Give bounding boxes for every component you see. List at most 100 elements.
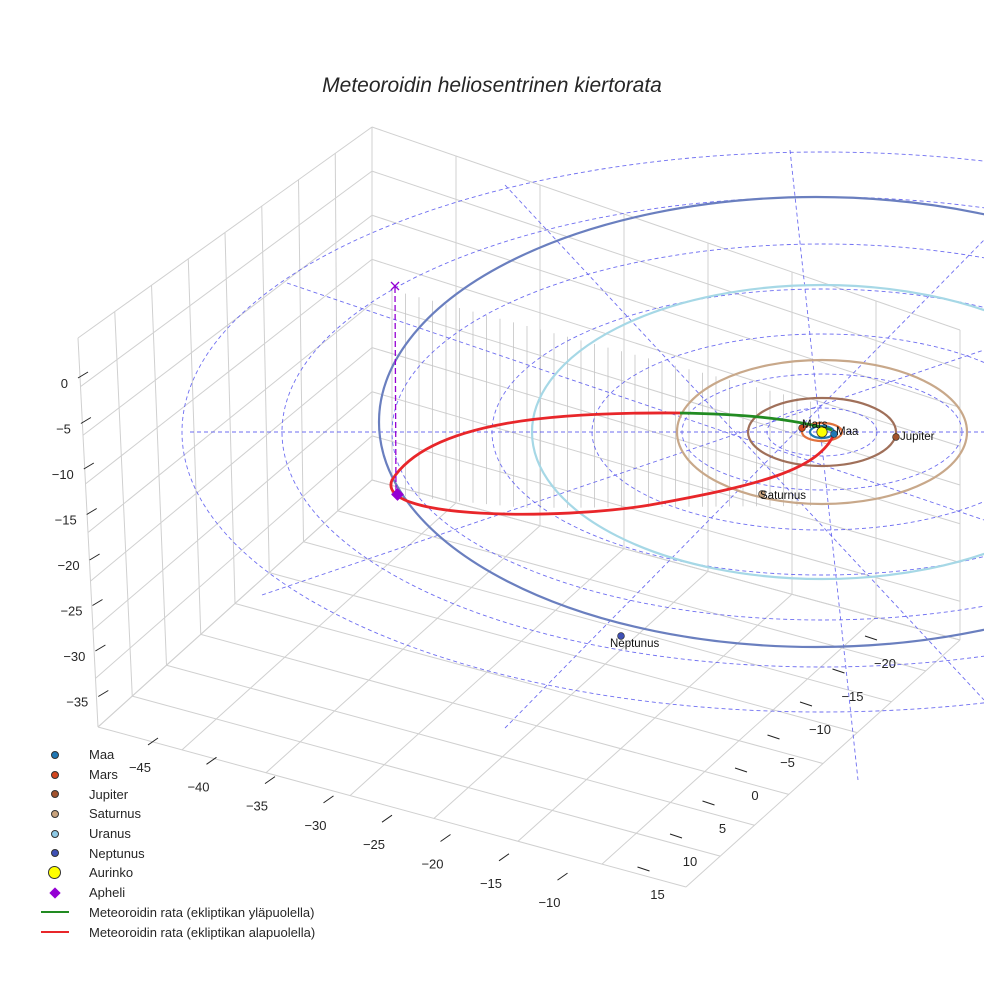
reference-circle: [391, 243, 984, 621]
x-tick: [147, 737, 159, 746]
reference-circle: [181, 151, 984, 713]
x-tick-label: −45: [129, 760, 151, 775]
x-tick-label: −15: [480, 876, 502, 891]
orbit-mars: [800, 421, 844, 443]
planet-marker-neptunus: [617, 632, 625, 640]
circle-marker-icon: [38, 827, 72, 841]
x-tick: [440, 834, 451, 842]
x-tick-label: −30: [304, 818, 326, 833]
circle-marker-icon: [38, 748, 72, 762]
reference-radial-line: [261, 349, 984, 596]
legend-label: Mars: [89, 767, 118, 783]
z-tick-label: −25: [60, 604, 82, 619]
legend-item: Jupiter: [38, 784, 315, 804]
y-tick-label: 10: [683, 854, 697, 869]
y-tick: [702, 800, 715, 806]
legend-item: Meteoroidin rata (ekliptikan alapuolella…: [38, 922, 315, 942]
legend-label: Aurinko: [89, 865, 134, 881]
y-tick: [637, 866, 650, 872]
planet-label-maa: Maa: [836, 426, 859, 438]
line-swatch-icon: [38, 925, 72, 939]
y-tick-label: 5: [719, 821, 726, 836]
y-tick-label: −20: [874, 656, 896, 671]
legend-label: Uranus: [89, 826, 131, 842]
planet-marker-maa: [830, 430, 838, 438]
planet-orbits: [378, 195, 984, 649]
reference-radial-line: [504, 239, 984, 729]
y-tick: [669, 833, 683, 839]
legend-item: Uranus: [38, 824, 315, 844]
reference-radial-line: [504, 184, 984, 701]
legend-label: Neptunus: [89, 845, 145, 861]
planet-marker-jupiter: [892, 433, 900, 441]
circle-marker-icon: [38, 846, 72, 860]
x-tick: [557, 872, 568, 881]
z-tick-label: −15: [55, 513, 77, 528]
y-tick: [799, 701, 813, 707]
z-tick-label: −35: [66, 695, 88, 710]
x-tick-label: −25: [363, 837, 385, 852]
x-tick-label: −10: [538, 895, 560, 910]
z-tick: [80, 417, 92, 424]
planet-marker-saturnus: [758, 490, 766, 498]
x-tick: [206, 756, 217, 765]
z-tick-label: 0: [61, 376, 68, 391]
aphelion-marker: [391, 488, 404, 501]
x-tick: [381, 814, 393, 823]
aphelion-projection-marker: [390, 281, 400, 291]
y-tick-label: 15: [650, 887, 664, 902]
x-tick: [323, 795, 334, 804]
orbit-uranus: [530, 283, 984, 581]
z-tick: [89, 553, 100, 561]
y-tick: [734, 767, 748, 773]
x-tick-label: −35: [246, 799, 268, 814]
z-tick-label: −10: [52, 467, 74, 482]
planet-marker-mars: [798, 424, 806, 432]
legend-label: Meteoroidin rata (ekliptikan alapuolella…: [89, 924, 316, 940]
z-tick: [86, 508, 97, 515]
reference-radial-line: [286, 282, 984, 521]
legend-item: Mars: [38, 765, 315, 785]
orbit-saturnus: [675, 358, 969, 506]
legend-label: Jupiter: [89, 786, 129, 802]
z-tick-label: −20: [58, 558, 80, 573]
y-tick: [832, 668, 845, 674]
legend-label: Saturnus: [89, 806, 142, 822]
legend-label: Apheli: [89, 885, 126, 901]
y-tick-label: −15: [841, 689, 863, 704]
planet-label-neptunus: Neptunus: [610, 638, 659, 650]
legend-item: Maa: [38, 745, 315, 765]
meteoroid-orbit-above: [679, 411, 833, 432]
line-swatch-icon: [38, 905, 72, 919]
reference-circle: [591, 333, 984, 531]
orbit-neptunus: [378, 195, 984, 649]
circle-marker-icon: [38, 768, 72, 782]
meteoroid-orbit: [389, 286, 837, 516]
legend-item: Apheli: [38, 883, 315, 903]
y-tick-label: −5: [780, 755, 795, 770]
planet-label-jupiter: Jupiter: [900, 431, 935, 443]
x-tick-label: −40: [187, 779, 209, 794]
z-tick: [98, 690, 109, 697]
x-tick: [498, 853, 510, 862]
legend-item: Meteoroidin rata (ekliptikan yläpuolella…: [38, 903, 315, 923]
legend-label: Meteoroidin rata (ekliptikan yläpuolella…: [89, 904, 315, 920]
circle-marker-icon: [38, 787, 72, 801]
aphelion-drop-line: [394, 286, 397, 495]
legend-item: Aurinko: [38, 863, 315, 883]
y-tick-label: 0: [751, 788, 758, 803]
y-tick-label: −10: [809, 722, 831, 737]
z-tick: [83, 462, 95, 470]
z-tick: [95, 644, 106, 652]
z-tick: [77, 371, 89, 379]
legend-item: Saturnus: [38, 804, 315, 824]
z-tick-label: −5: [56, 422, 71, 437]
y-tick: [864, 635, 878, 641]
planet-label-mars: Mars: [802, 419, 828, 431]
z-tick-label: −30: [63, 649, 85, 664]
chart-title: Meteoroidin heliosentrinen kiertorata: [322, 74, 662, 97]
planet-label-saturnus: Saturnus: [760, 490, 806, 502]
grid-lines: [77, 126, 961, 888]
legend-label: Maa: [89, 747, 115, 763]
